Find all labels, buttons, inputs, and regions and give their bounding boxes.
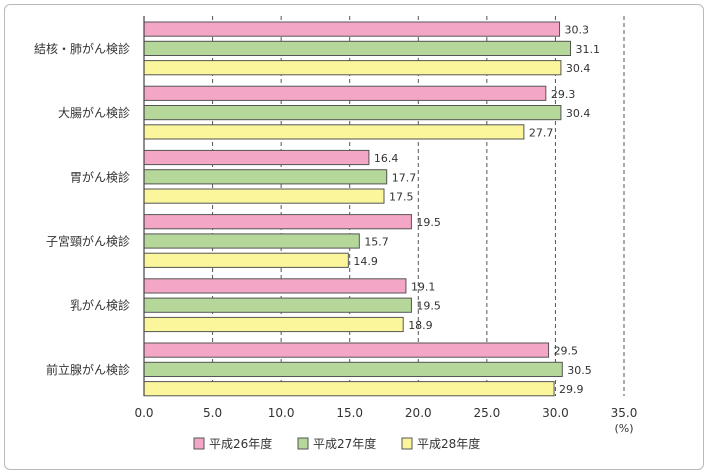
bar-3-1 <box>143 233 360 249</box>
bar-4-0 <box>143 278 407 294</box>
x-tick-label-2: 10.0 <box>268 406 295 420</box>
category-label-3: 子宮頸がん検診 <box>46 234 130 249</box>
bar-1-2 <box>143 124 525 140</box>
bar-2-2 <box>143 188 385 204</box>
bar-1-0 <box>143 85 547 101</box>
bar-5-1 <box>143 361 563 377</box>
bar-3-2 <box>143 252 349 268</box>
value-label-1-0: 29.3 <box>551 88 576 101</box>
category-label-4: 乳がん検診 <box>70 298 130 313</box>
x-tick-label-0: 0.0 <box>134 406 153 420</box>
unit-label: (%) <box>614 422 633 435</box>
legend-label-2: 平成28年度 <box>417 436 480 451</box>
value-label-2-1: 17.7 <box>392 171 417 184</box>
bar-2-1 <box>143 169 388 185</box>
value-label-1-2: 27.7 <box>529 126 554 139</box>
legend-swatch-1 <box>297 437 309 450</box>
value-label-0-0: 30.3 <box>565 24 590 37</box>
bar-5-2 <box>143 381 555 397</box>
bar-4-2 <box>143 316 404 333</box>
bar-2-0 <box>143 149 370 166</box>
category-label-1: 大腸がん検診 <box>58 105 130 120</box>
legend-swatch-2 <box>401 437 413 450</box>
bar-1-1 <box>143 105 562 121</box>
legend-label-0: 平成26年度 <box>209 436 272 451</box>
value-label-1-1: 30.4 <box>566 107 591 120</box>
value-label-0-2: 30.4 <box>566 62 591 75</box>
value-label-3-0: 19.5 <box>416 216 441 229</box>
value-label-5-2: 29.9 <box>559 383 584 396</box>
bar-3-0 <box>143 214 412 230</box>
category-label-2: 胃がん検診 <box>70 169 130 184</box>
value-label-5-1: 30.5 <box>567 364 592 377</box>
bar-5-0 <box>143 342 550 358</box>
value-label-2-0: 16.4 <box>374 152 399 165</box>
value-label-4-0: 19.1 <box>411 280 436 293</box>
bar-4-1 <box>143 297 412 313</box>
category-label-0: 結核・肺がん検診 <box>34 41 130 56</box>
x-tick-label-6: 30.0 <box>542 406 569 420</box>
value-label-5-0: 29.5 <box>554 345 579 358</box>
bar-0-1 <box>143 40 572 56</box>
category-label-5: 前立腺がん検診 <box>46 362 130 377</box>
x-tick-label-4: 20.0 <box>405 406 432 420</box>
value-label-2-2: 17.5 <box>389 191 414 204</box>
value-label-3-2: 14.9 <box>353 255 378 268</box>
value-label-4-1: 19.5 <box>416 300 441 313</box>
bar-0-2 <box>143 60 562 76</box>
legend-swatch-0 <box>193 437 205 450</box>
legend-label-1: 平成27年度 <box>313 436 376 451</box>
value-label-0-1: 31.1 <box>576 43 601 56</box>
x-tick-label-7: 35.0 <box>611 406 638 420</box>
value-label-4-2: 18.9 <box>408 319 433 332</box>
x-tick-label-3: 15.0 <box>336 406 363 420</box>
bar-0-0 <box>143 21 561 37</box>
x-tick-label-1: 5.0 <box>203 406 222 420</box>
x-tick-label-5: 25.0 <box>473 406 500 420</box>
value-label-3-1: 15.7 <box>364 236 389 249</box>
